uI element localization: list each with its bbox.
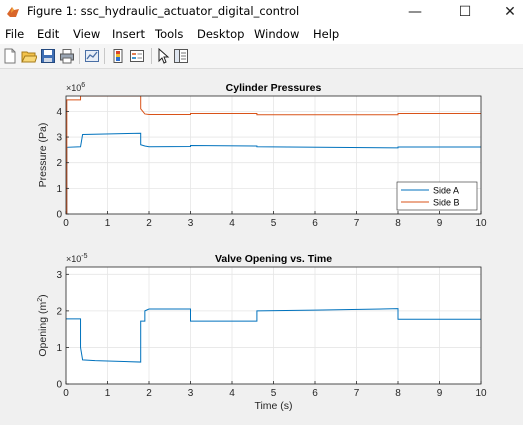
valve-x-tick-label: 5 xyxy=(271,388,277,399)
open-file-icon[interactable] xyxy=(21,48,37,64)
pressure-chart-title: Cylinder Pressures xyxy=(226,82,322,94)
toolbar-separator xyxy=(79,48,80,64)
pressure-y-tick-label: 0 xyxy=(56,210,62,221)
pressure-x-tick-label: 10 xyxy=(475,218,487,229)
valve-ylabel-power: 2 xyxy=(37,298,44,302)
pressure-y-tick-label: 1 xyxy=(56,184,62,195)
pressure-x-tick-label: 9 xyxy=(437,218,443,229)
pressure-y-tick-label: 3 xyxy=(56,133,62,144)
property-inspector-icon[interactable] xyxy=(173,48,189,64)
matlab-figure-icon xyxy=(7,7,19,17)
valve-x-tick-label: 6 xyxy=(312,388,318,399)
menu-window[interactable]: Window xyxy=(254,27,300,41)
figure-toolbar xyxy=(0,44,523,69)
valve-y-tick-label: 3 xyxy=(56,270,62,281)
pressure-y-tick-label: 4 xyxy=(56,107,62,118)
pressure-ticks: 0 1 2 3 4 5 6 7 8 9 10 0 1 2 3 4 xyxy=(56,107,487,229)
insert-colorbar-icon[interactable] xyxy=(110,48,126,64)
valve-x-tick-label: 10 xyxy=(475,388,487,399)
valve-x-tick-label: 2 xyxy=(146,388,152,399)
pressure-y-axis-label: Pressure (Pa) xyxy=(37,123,49,188)
pressure-exponent-power: 6 xyxy=(81,82,85,89)
save-icon[interactable] xyxy=(40,48,56,64)
valve-ticks: 0 1 2 3 4 5 6 7 8 9 10 0 1 2 3 xyxy=(56,270,487,399)
print-icon[interactable] xyxy=(59,48,75,64)
valve-exponent-power: -5 xyxy=(81,253,87,260)
window-title-bar: Figure 1: ssc_hydraulic_actuator_digital… xyxy=(0,0,523,24)
new-figure-icon[interactable] xyxy=(2,48,18,64)
edit-plot-icon[interactable] xyxy=(155,48,171,64)
valve-ylabel-close: ) xyxy=(37,294,49,298)
figure-canvas: 0 1 2 3 4 5 6 7 8 9 10 0 1 2 3 4 Cylinder Pressures Pre… xyxy=(0,69,523,421)
menu-file[interactable]: File xyxy=(5,27,25,41)
valve-y-tick-label: 2 xyxy=(56,306,62,317)
valve-x-tick-label: 4 xyxy=(229,388,235,399)
valve-series xyxy=(66,308,481,363)
pressure-x-tick-label: 3 xyxy=(188,218,194,229)
valve-x-tick-label: 9 xyxy=(437,388,443,399)
maximize-button[interactable]: ☐ xyxy=(458,4,472,20)
link-plot-icon[interactable] xyxy=(84,48,100,64)
pressure-x-tick-label: 5 xyxy=(271,218,277,229)
valve-chart-title: Valve Opening vs. Time xyxy=(215,253,332,265)
toolbar-separator xyxy=(151,48,152,64)
pressure-exponent-base: ×10 xyxy=(66,83,81,93)
menu-help[interactable]: Help xyxy=(313,27,340,41)
valve-x-tick-label: 8 xyxy=(395,388,401,399)
valve-x-tick-label: 7 xyxy=(354,388,360,399)
menu-insert[interactable]: Insert xyxy=(112,27,145,41)
window-title: Figure 1: ssc_hydraulic_actuator_digital… xyxy=(27,4,300,18)
valve-y-tick-label: 0 xyxy=(56,380,62,391)
pressure-series-line-2 xyxy=(66,96,481,214)
pressure-legend[interactable]: Side A Side B xyxy=(396,181,478,211)
valve-x-tick-label: 1 xyxy=(105,388,111,399)
pressure-x-tick-label: 6 xyxy=(312,218,318,229)
menu-tools[interactable]: Tools xyxy=(155,27,184,41)
pressure-axes[interactable]: 0 1 2 3 4 5 6 7 8 9 10 0 1 2 3 4 Cylinder Pressures Pre… xyxy=(37,82,487,229)
pressure-x-tick-label: 4 xyxy=(229,218,235,229)
valve-x-tick-label: 3 xyxy=(188,388,194,399)
pressure-y-tick-label: 2 xyxy=(56,158,62,169)
valve-series-line-1 xyxy=(66,308,481,363)
insert-legend-icon[interactable] xyxy=(129,48,145,64)
valve-exponent-base: ×10 xyxy=(66,254,81,264)
pressure-y-exponent: ×106 xyxy=(66,82,85,93)
legend-box xyxy=(396,181,478,211)
toolbar-separator xyxy=(104,48,105,64)
pressure-x-tick-label: 0 xyxy=(63,218,69,229)
valve-y-exponent: ×10-5 xyxy=(66,253,88,264)
valve-x-axis-label: Time (s) xyxy=(254,400,292,412)
valve-y-tick-label: 1 xyxy=(56,343,62,354)
legend-label-2: Side B xyxy=(433,198,460,208)
pressure-x-tick-label: 1 xyxy=(105,218,111,229)
menu-view[interactable]: View xyxy=(73,27,101,41)
valve-ylabel-text: Opening (m xyxy=(37,302,49,357)
pressure-series xyxy=(66,96,481,214)
pressure-x-tick-label: 7 xyxy=(354,218,360,229)
pressure-x-tick-label: 8 xyxy=(395,218,401,229)
close-button[interactable]: ✕ xyxy=(504,4,516,20)
valve-x-tick-label: 0 xyxy=(63,388,69,399)
pressure-x-tick-label: 2 xyxy=(146,218,152,229)
menu-desktop[interactable]: Desktop xyxy=(197,27,245,41)
pressure-series-line-1 xyxy=(66,132,481,214)
menu-bar: File Edit View Insert Tools Desktop Wind… xyxy=(0,24,523,44)
menu-edit[interactable]: Edit xyxy=(37,27,60,41)
minimize-button[interactable]: — xyxy=(408,4,422,20)
legend-label-1: Side A xyxy=(433,186,459,196)
valve-y-axis-label: Opening (m2) xyxy=(37,294,49,356)
